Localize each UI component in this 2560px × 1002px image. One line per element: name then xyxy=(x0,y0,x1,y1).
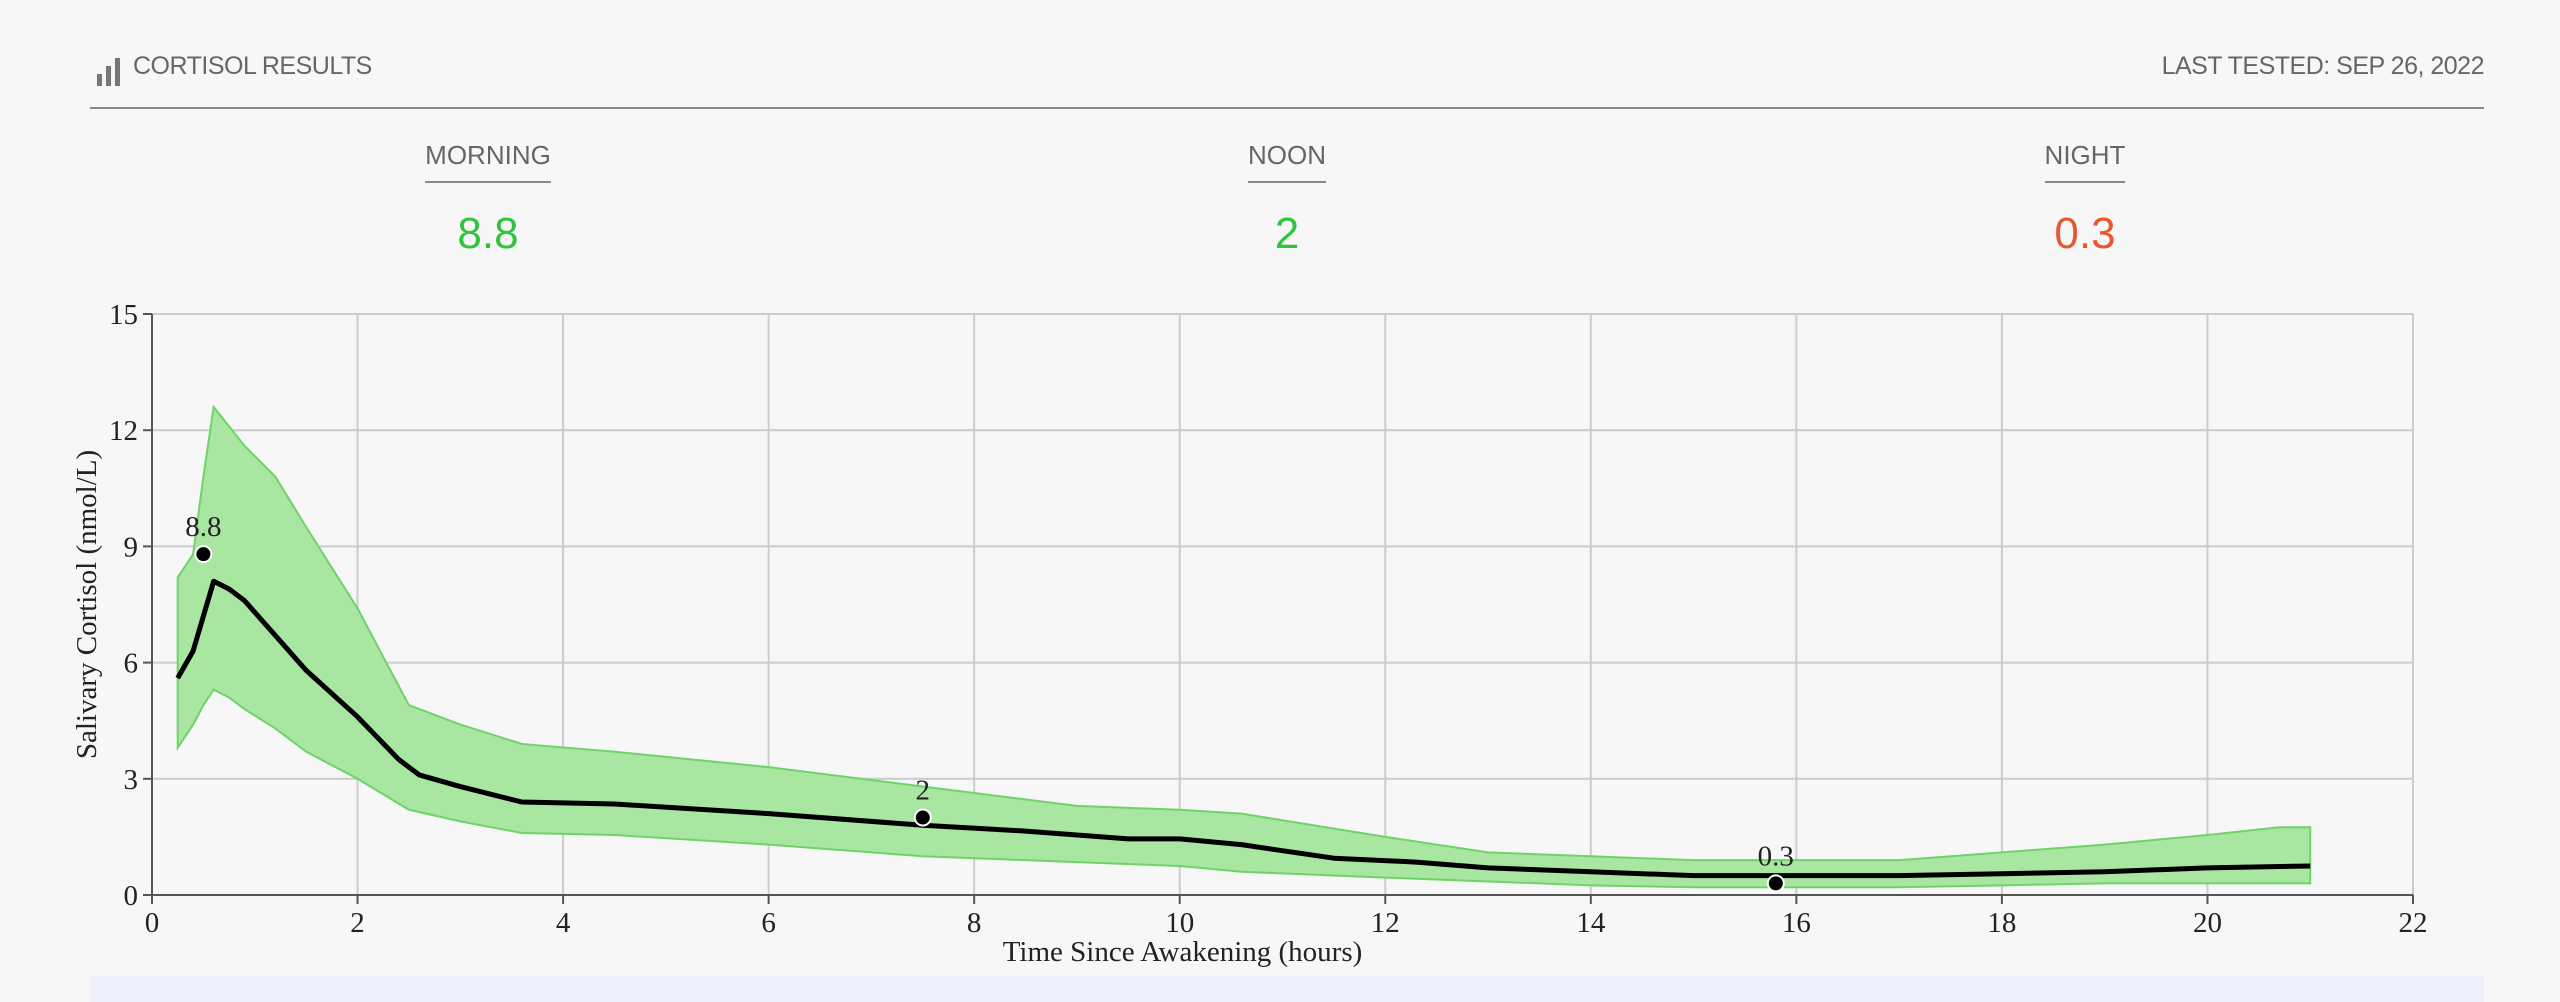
summary-label: NOON xyxy=(1248,140,1326,183)
x-tick-label: 20 xyxy=(2193,907,2222,939)
last-tested: LAST TESTED: SEP 26, 2022 xyxy=(2161,52,2485,80)
x-tick-label: 8 xyxy=(967,907,982,939)
y-tick-label: 6 xyxy=(124,648,139,680)
x-tick-label: 4 xyxy=(556,907,571,939)
y-tick-label: 0 xyxy=(124,880,139,912)
data-point xyxy=(1766,874,1785,893)
range-band xyxy=(176,404,2312,889)
y-tick-label: 15 xyxy=(109,299,138,331)
y-tick-label: 9 xyxy=(124,531,139,563)
data-point xyxy=(194,545,213,564)
chart-icon xyxy=(97,58,120,86)
summary-card: NOON 2 xyxy=(1137,140,1437,259)
x-tick-label: 6 xyxy=(761,907,776,939)
summary-label: MORNING xyxy=(425,140,551,183)
x-tick-label: 10 xyxy=(1165,907,1194,939)
x-tick-label: 22 xyxy=(2399,907,2428,939)
divider xyxy=(90,107,2484,109)
x-tick-label: 2 xyxy=(350,907,365,939)
section-title: CORTISOL RESULTS xyxy=(133,52,372,80)
mean-line xyxy=(175,578,2311,879)
y-axis-title: Salivary Cortisol (nmol/L) xyxy=(71,450,103,759)
x-tick-label: 16 xyxy=(1782,907,1811,939)
panel xyxy=(90,976,2484,1002)
x-tick-label: 0 xyxy=(145,907,160,939)
y-tick-label: 3 xyxy=(124,764,139,796)
point-label: 0.3 xyxy=(1758,840,1794,872)
summary-value: 8.8 xyxy=(457,209,519,258)
chart: 0 3 6 9 12 15 0 2 4 6 8 10 12 14 16 18 20 22 8.8 2 0.3 Saliva… xyxy=(71,299,2428,968)
x-tick-label: 18 xyxy=(1987,907,2016,939)
point-label: 2 xyxy=(916,775,931,807)
summary-value: 0.3 xyxy=(2054,209,2116,258)
summary-card: NIGHT 0.3 xyxy=(1935,140,2235,259)
x-axis-title: Time Since Awakening (hours) xyxy=(1003,936,1363,968)
summary-card: MORNING 8.8 xyxy=(338,140,638,259)
summary-label: NIGHT xyxy=(2044,140,2126,183)
x-tick-label: 14 xyxy=(1576,907,1606,939)
summary-value: 2 xyxy=(1274,209,1300,258)
x-tick-label: 12 xyxy=(1371,907,1400,939)
data-point xyxy=(913,808,932,827)
y-tick-label: 12 xyxy=(109,415,138,447)
point-label: 8.8 xyxy=(185,511,221,543)
